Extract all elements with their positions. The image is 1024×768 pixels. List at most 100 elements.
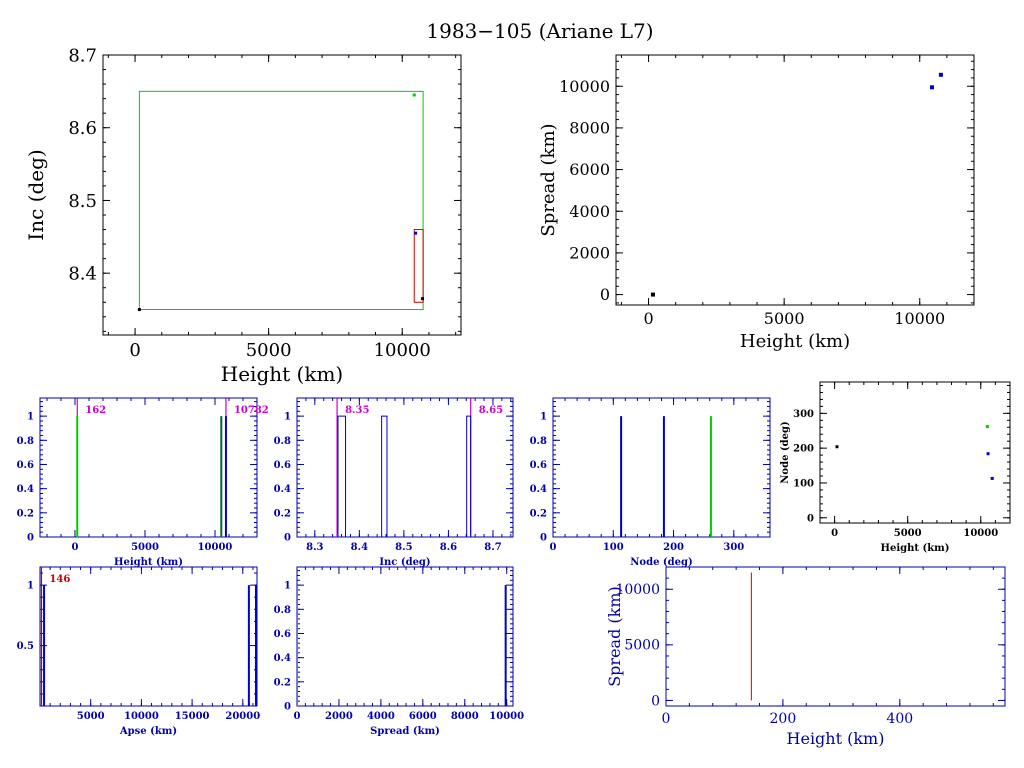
node-hist-panel: 0 100 200 300 0 0.2 0.4 0.6 0.8 1 Node (deg): [530, 397, 771, 568]
y-tick-label: 10000: [615, 582, 660, 598]
y-tick-label: 0.8: [530, 436, 547, 447]
x-tick-label: 10000: [124, 711, 159, 722]
y-tick-label: 6000: [569, 160, 610, 179]
inc-hist-panel: 8.3 8.4 8.5 8.6 8.7 0 0.2 0.4 0.6 0.8 1 Inc (deg) 8.…: [274, 397, 514, 568]
range-box: [138, 90, 424, 311]
y-tick-label: 0.6: [17, 460, 34, 471]
y-tick-label: 2000: [569, 244, 610, 263]
x-tick-label: 8000: [451, 711, 479, 722]
y-tick-label: 10000: [559, 77, 610, 96]
x-tick-label: 8.5: [395, 542, 412, 553]
data-point: [938, 72, 943, 77]
plot-frame: [665, 566, 1006, 707]
x-tick-label: 200: [663, 542, 684, 553]
y-tick-label: 8.6: [68, 118, 97, 139]
data-point: [835, 445, 839, 449]
y-tick-label: 1: [284, 412, 291, 423]
spread-vs-height-zoom-panel: 0 200 400 0 5000 10000 Height (km) Spread (km): [605, 566, 1006, 748]
plot-area: [620, 416, 712, 537]
data-point: [414, 231, 418, 235]
x-tick-label: 8.7: [484, 542, 501, 553]
y-tick-label: 8000: [569, 119, 610, 138]
plot-area: [835, 425, 994, 480]
y-tick-label: 0.6: [274, 460, 291, 471]
x-tick-label: 10000: [894, 309, 945, 328]
figure-title: 1983−105 (Ariane L7): [426, 19, 653, 43]
y-axis-label: Inc (deg): [24, 149, 48, 240]
y-tick-label: 200: [793, 444, 814, 455]
x-tick-label: 5000: [77, 711, 105, 722]
plot-frame: [296, 566, 514, 707]
data-point: [421, 297, 425, 301]
y-tick-label: 8.7: [68, 45, 97, 66]
data-point: [986, 452, 990, 456]
x-tick-label: 8.4: [351, 542, 368, 553]
plot-area: [40, 567, 257, 706]
y-tick-label: 0.4: [274, 653, 291, 664]
y-tick-label: 0.6: [274, 629, 291, 640]
apse-hist-panel: 5000 10000 15000 20000 0.5 1 Apse (km) 146: [17, 566, 260, 737]
x-tick-label: 10000: [198, 542, 233, 553]
inc-vs-height-panel: 0 5000 10000 8.4 8.5 8.6 8.7 Height (km) Inc (de…: [24, 45, 462, 386]
y-tick-label: 0: [651, 693, 660, 709]
y-axis-label: Spread (km): [538, 123, 559, 236]
marker-label: 8.65: [479, 405, 503, 416]
y-axis-label: Spread (km): [605, 586, 624, 687]
y-tick-label: 0.8: [274, 436, 291, 447]
x-tick-label: 0: [550, 542, 557, 553]
plot-frame: [102, 54, 462, 336]
plot-frame: [552, 397, 771, 538]
x-axis-label: Node (deg): [630, 557, 692, 568]
plot-area: [137, 90, 425, 312]
x-axis-label: Height (km): [881, 543, 950, 554]
plot-frame: [39, 397, 258, 538]
data-point: [137, 308, 141, 312]
y-tick-label: 8.4: [68, 263, 97, 284]
y-tick-label: 0.6: [530, 460, 547, 471]
x-tick-label: 8.6: [440, 542, 457, 553]
y-tick-label: 0: [807, 513, 814, 524]
data-point: [412, 93, 416, 97]
marker-label: 10782: [234, 405, 269, 416]
y-tick-label: 0.4: [530, 484, 547, 495]
x-tick-label: 0: [662, 711, 671, 727]
y-tick-label: 1: [284, 581, 291, 592]
plot-area: [650, 72, 943, 297]
x-tick-label: 300: [723, 542, 744, 553]
x-tick-label: 0: [643, 309, 653, 328]
y-tick-label: 0.2: [274, 677, 291, 688]
plot-frame: [39, 566, 258, 707]
y-tick-label: 4000: [569, 202, 610, 221]
marker-label: 162: [85, 405, 106, 416]
x-tick-label: 0: [831, 528, 838, 539]
spread-vs-height-panel: 0 5000 10000 0 2000 4000 6000 8000 10000 Height (…: [538, 54, 975, 352]
y-tick-label: 100: [793, 478, 814, 489]
plot-area: [297, 585, 507, 706]
y-tick-label: 300: [793, 409, 814, 420]
x-axis-label: Inc (deg): [379, 557, 430, 568]
x-tick-label: 4000: [367, 711, 395, 722]
x-tick-label: 10000: [963, 528, 998, 539]
y-tick-label: 5000: [624, 638, 660, 654]
x-tick-label: 100: [603, 542, 624, 553]
y-tick-label: 0.4: [17, 484, 34, 495]
y-tick-label: 0: [27, 533, 34, 544]
x-tick-label: 5000: [246, 340, 292, 361]
x-tick-label: 6000: [409, 711, 437, 722]
y-tick-label: 0.2: [530, 508, 547, 519]
height-hist-panel: 0 5000 10000 0 0.2 0.4 0.6 0.8 1 Height (km) 162 10…: [17, 397, 269, 568]
data-point: [990, 476, 994, 480]
x-axis-label: Height (km): [740, 331, 850, 352]
plot-area: [336, 398, 472, 537]
plot-frame: [615, 54, 975, 306]
x-axis-label: Height (km): [787, 729, 885, 748]
x-axis-label: Height (km): [114, 557, 183, 568]
x-tick-label: 15000: [175, 711, 210, 722]
x-tick-label: 20000: [225, 711, 260, 722]
hist-bar: [466, 415, 472, 537]
y-tick-label: 0.2: [17, 508, 34, 519]
y-tick-label: 1: [27, 412, 34, 423]
range-box: [413, 229, 424, 303]
y-tick-label: 0.8: [17, 436, 34, 447]
